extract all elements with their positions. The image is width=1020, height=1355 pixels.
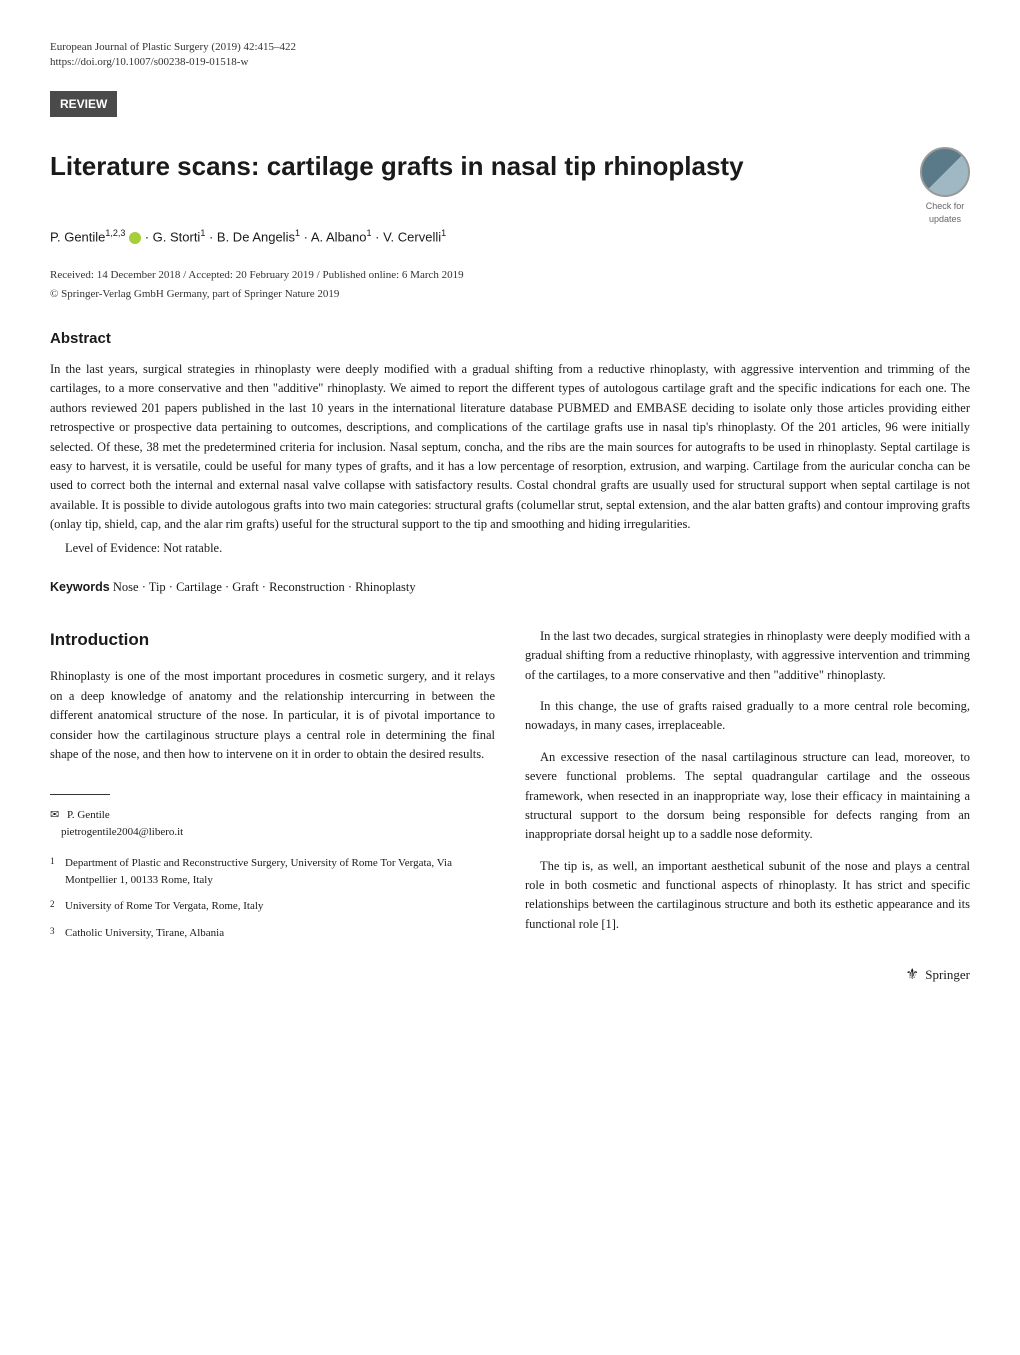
- affiliation-number: 3: [50, 925, 65, 942]
- author-name: · G. Storti: [145, 229, 201, 244]
- right-column: In the last two decades, surgical strate…: [525, 627, 970, 987]
- intro-paragraph: Rhinoplasty is one of the most important…: [50, 667, 495, 764]
- affiliation-number: 2: [50, 898, 65, 915]
- corresp-name: P. Gentile: [67, 809, 110, 821]
- journal-doi: https://doi.org/10.1007/s00238-019-01518…: [50, 55, 970, 70]
- copyright: © Springer-Verlag GmbH Germany, part of …: [50, 286, 970, 303]
- affiliations-list: 1 Department of Plastic and Reconstructi…: [50, 855, 495, 941]
- publisher-logo: ⚜ Springer: [525, 964, 970, 987]
- corresp-email: pietrogentile2004@libero.it: [61, 826, 183, 838]
- check-updates-line1: Check for: [920, 200, 970, 214]
- author-affil-sup: 1: [295, 228, 300, 238]
- affiliation-text: University of Rome Tor Vergata, Rome, It…: [65, 898, 495, 915]
- journal-citation: European Journal of Plastic Surgery (201…: [50, 40, 970, 55]
- article-type-badge: REVIEW: [50, 91, 117, 117]
- affiliation-item: 3 Catholic University, Tirane, Albania: [50, 925, 495, 942]
- keywords-text: Nose · Tip · Cartilage · Graft · Reconst…: [113, 580, 416, 594]
- affiliation-item: 1 Department of Plastic and Reconstructi…: [50, 855, 495, 888]
- footnote-divider: [50, 794, 110, 795]
- journal-info: European Journal of Plastic Surgery (201…: [50, 40, 970, 71]
- affiliation-text: Department of Plastic and Reconstructive…: [65, 855, 495, 888]
- affiliation-text: Catholic University, Tirane, Albania: [65, 925, 495, 942]
- crossmark-icon: [920, 147, 970, 197]
- author-name: · B. De Angelis: [209, 229, 295, 244]
- author-affil-sup: 1,2,3: [105, 228, 125, 238]
- publisher-name: Springer: [925, 967, 970, 982]
- author-affil-sup: 1: [441, 228, 446, 238]
- intro-header: Introduction: [50, 627, 495, 653]
- envelope-icon: ✉: [50, 807, 59, 824]
- check-updates-line2: updates: [920, 213, 970, 227]
- abstract-text: In the last years, surgical strategies i…: [50, 360, 970, 534]
- left-column: Introduction Rhinoplasty is one of the m…: [50, 627, 495, 987]
- level-of-evidence: Level of Evidence: Not ratable.: [65, 539, 970, 558]
- springer-icon: ⚜: [906, 964, 919, 987]
- abstract-header: Abstract: [50, 328, 970, 351]
- author-name: · A. Albano: [304, 229, 367, 244]
- article-dates: Received: 14 December 2018 / Accepted: 2…: [50, 267, 970, 284]
- affiliation-item: 2 University of Rome Tor Vergata, Rome, …: [50, 898, 495, 915]
- orcid-icon[interactable]: [129, 232, 141, 244]
- check-updates-widget[interactable]: Check for updates: [920, 147, 970, 227]
- author-affil-sup: 1: [200, 228, 205, 238]
- author-name: · V. Cervelli: [375, 229, 441, 244]
- author-list: P. Gentile1,2,3 · G. Storti1 · B. De Ang…: [50, 227, 970, 247]
- body-paragraph: In this change, the use of grafts raised…: [525, 697, 970, 736]
- body-paragraph: An excessive resection of the nasal cart…: [525, 748, 970, 845]
- author-affil-sup: 1: [367, 228, 372, 238]
- body-paragraph: The tip is, as well, an important aesthe…: [525, 857, 970, 935]
- affiliation-number: 1: [50, 855, 65, 888]
- body-paragraph: In the last two decades, surgical strate…: [525, 627, 970, 685]
- keywords-block: Keywords Nose · Tip · Cartilage · Graft …: [50, 578, 970, 597]
- article-title: Literature scans: cartilage grafts in na…: [50, 147, 744, 186]
- corresponding-author: ✉ P. Gentile pietrogentile2004@libero.it: [50, 807, 495, 840]
- author-name: P. Gentile: [50, 229, 105, 244]
- keywords-label: Keywords: [50, 580, 110, 594]
